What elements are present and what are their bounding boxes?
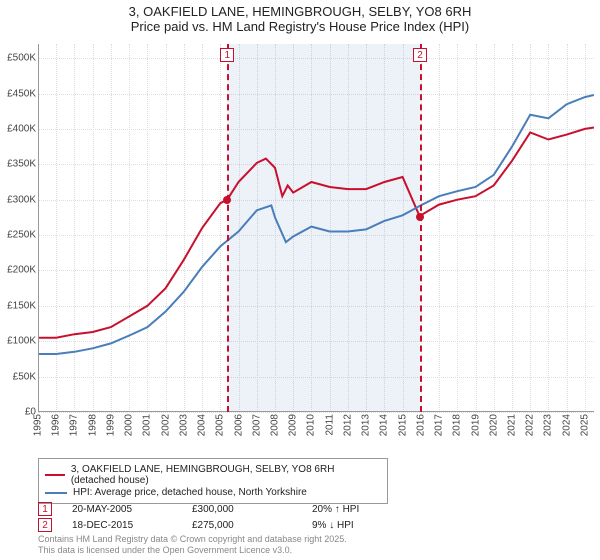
price-chart: 3, OAKFIELD LANE, HEMINGBROUGH, SELBY, Y… [0,0,600,560]
series-property [38,128,594,338]
sale-event-row: 1 20-MAY-2005 £300,000 20% ↑ HPI [38,502,594,516]
sale-marker-line [420,44,422,412]
legend-swatch [45,474,65,476]
x-tick-label: 2016 [415,414,426,436]
chart-title-sub: Price paid vs. HM Land Registry's House … [0,19,600,34]
chart-title-address: 3, OAKFIELD LANE, HEMINGBROUGH, SELBY, Y… [0,4,600,19]
x-tick-label: 1998 [87,414,98,436]
x-tick-label: 2005 [215,414,226,436]
x-tick-label: 2022 [525,414,536,436]
x-tick-label: 1995 [33,414,44,436]
legend-item: HPI: Average price, detached house, Nort… [45,487,381,498]
sale-marker-dot [416,213,424,221]
x-tick-label: 1999 [105,414,116,436]
chart-lines [38,44,594,412]
sale-marker-badge: 1 [220,48,234,62]
x-tick-label: 2002 [160,414,171,436]
sale-event-badge: 2 [38,518,52,532]
sale-event-date: 18-DEC-2015 [72,520,172,531]
sale-event-date: 20-MAY-2005 [72,504,172,515]
x-tick-label: 2020 [488,414,499,436]
footer-line-2: This data is licensed under the Open Gov… [38,545,347,556]
sale-event-badge: 1 [38,502,52,516]
x-tick-label: 2011 [324,414,335,436]
series-hpi [38,95,594,354]
sale-event-price: £275,000 [192,520,292,531]
y-tick-label: £250K [7,230,36,241]
y-tick-label: £450K [7,88,36,99]
x-tick-label: 2023 [543,414,554,436]
y-tick-label: £200K [7,265,36,276]
sale-marker-line [227,44,229,412]
y-axis: £0£50K£100K£150K£200K£250K£300K£350K£400… [0,44,38,412]
y-tick-label: £400K [7,123,36,134]
legend-label: 3, OAKFIELD LANE, HEMINGBROUGH, SELBY, Y… [71,464,381,486]
x-tick-label: 2024 [561,414,572,436]
sale-event-row: 2 18-DEC-2015 £275,000 9% ↓ HPI [38,518,594,532]
x-tick-label: 2001 [142,414,153,436]
y-tick-label: £50K [13,371,36,382]
sale-event-delta: 20% ↑ HPI [312,504,412,515]
sale-events: 1 20-MAY-2005 £300,000 20% ↑ HPI 2 18-DEC-201… [38,500,594,534]
sale-marker-dot [223,196,231,204]
x-tick-label: 2025 [579,414,590,436]
x-tick-label: 2008 [269,414,280,436]
x-tick-label: 2007 [251,414,262,436]
y-tick-label: £500K [7,53,36,64]
x-tick-label: 2006 [233,414,244,436]
x-axis: 1995199619971998199920002001200220032004… [38,412,594,456]
x-tick-label: 2013 [361,414,372,436]
x-tick-label: 2000 [124,414,135,436]
footer-line-1: Contains HM Land Registry data © Crown c… [38,534,347,545]
x-tick-label: 2009 [288,414,299,436]
x-tick-label: 2004 [197,414,208,436]
plot-area: 12 [38,44,594,412]
x-tick-label: 1997 [69,414,80,436]
x-tick-label: 2010 [306,414,317,436]
legend-label: HPI: Average price, detached house, Nort… [73,487,307,498]
x-tick-label: 2015 [397,414,408,436]
legend-swatch [45,492,67,494]
y-tick-label: £150K [7,300,36,311]
x-tick-label: 1996 [51,414,62,436]
legend-item: 3, OAKFIELD LANE, HEMINGBROUGH, SELBY, Y… [45,464,381,486]
sale-event-price: £300,000 [192,504,292,515]
x-tick-label: 2018 [452,414,463,436]
legend: 3, OAKFIELD LANE, HEMINGBROUGH, SELBY, Y… [38,458,388,504]
sale-event-delta: 9% ↓ HPI [312,520,412,531]
x-tick-label: 2014 [379,414,390,436]
x-tick-label: 2017 [434,414,445,436]
y-tick-label: £350K [7,159,36,170]
x-tick-label: 2021 [506,414,517,436]
x-tick-label: 2019 [470,414,481,436]
x-tick-label: 2003 [178,414,189,436]
y-tick-label: £300K [7,194,36,205]
sale-marker-badge: 2 [413,48,427,62]
footer-attribution: Contains HM Land Registry data © Crown c… [38,534,347,556]
x-tick-label: 2012 [342,414,353,436]
y-tick-label: £100K [7,336,36,347]
